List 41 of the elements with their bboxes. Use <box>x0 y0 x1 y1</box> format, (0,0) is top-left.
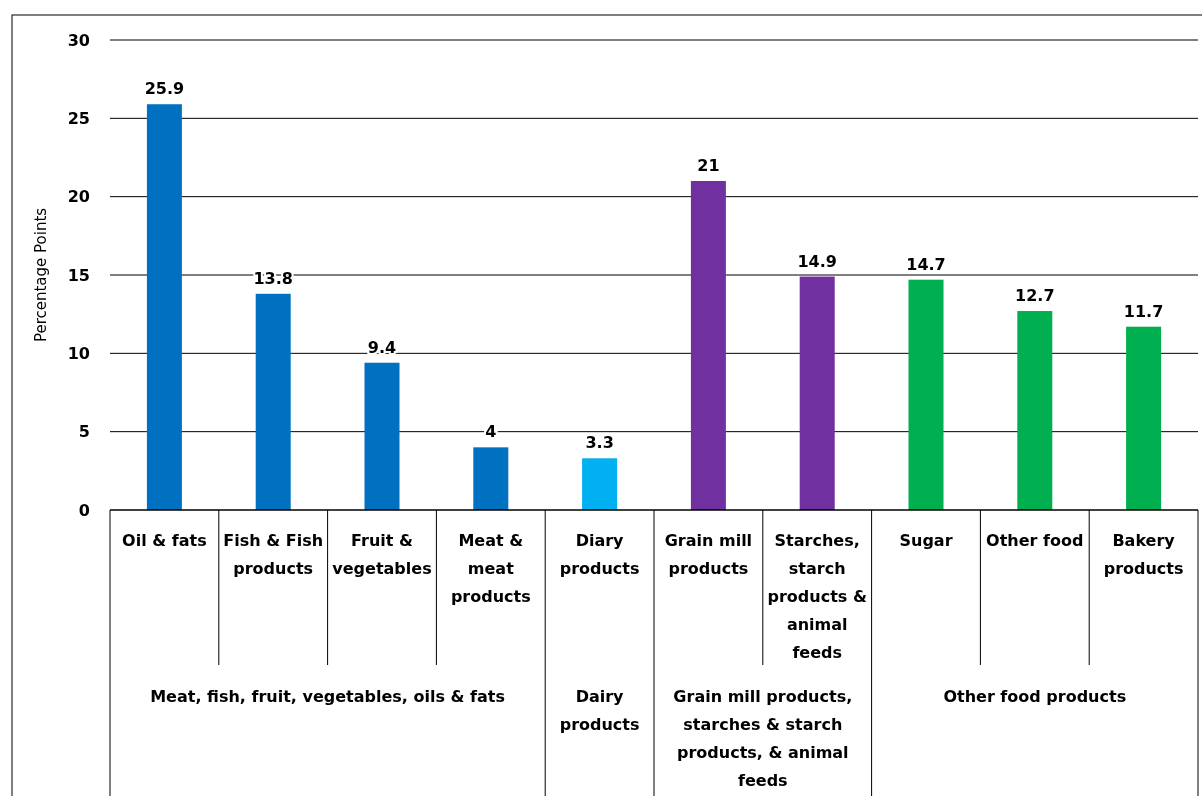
bar <box>690 181 726 510</box>
y-tick-label: 15 <box>67 265 90 285</box>
x-tick-label: Sugar <box>899 531 953 550</box>
data-label: 21 <box>697 156 720 175</box>
x-tick-label: Starches, starch products & animal feeds <box>767 531 867 662</box>
bar <box>1017 311 1053 510</box>
bar <box>582 458 618 510</box>
data-label: 25.9 <box>144 79 185 99</box>
x-tick-label: Bakery products <box>1103 531 1184 578</box>
y-axis-title: Percentage Points <box>32 207 50 343</box>
y-tick-label: 20 <box>67 187 90 207</box>
data-label: 9.4 <box>367 337 397 357</box>
data-label: 14.7 <box>906 254 946 274</box>
x-tick-label: Meat & meat products <box>450 531 531 606</box>
x-tick-label: Fish & Fish products <box>223 531 324 578</box>
bar <box>364 362 400 510</box>
data-label: 13.8 <box>253 268 293 288</box>
data-label: 11.7 <box>1123 301 1164 321</box>
x-tick-label: Diary products <box>559 531 640 578</box>
data-label: 14.9 <box>797 251 837 271</box>
data-label: 12.7 <box>1015 286 1055 306</box>
bar <box>908 279 944 510</box>
x-tick-label: Fruit & vegetables <box>332 531 432 578</box>
x-tick-label: Other food <box>986 531 1084 550</box>
y-tick-label: 30 <box>67 30 90 50</box>
y-tick-label: 5 <box>78 422 90 442</box>
bar <box>799 276 835 510</box>
bar <box>146 104 182 510</box>
x-tick-label: Oil & fats <box>122 531 207 550</box>
text: Other food products <box>943 687 1127 706</box>
y-tick-label: 0 <box>78 500 90 520</box>
text: Grain mill products, starches & starch products, & animal feeds <box>673 687 853 790</box>
text: Dairy products <box>559 687 640 734</box>
bar <box>1126 326 1162 510</box>
text: Meat, fish, fruit, vegetables, oils & fats <box>150 687 506 706</box>
data-label: 3.3 <box>585 433 614 453</box>
bar <box>255 293 291 510</box>
bar <box>473 447 509 510</box>
y-tick-label: 25 <box>67 108 90 128</box>
y-tick-label: 10 <box>67 343 90 363</box>
x-tick-label: Grain mill products <box>664 531 753 578</box>
